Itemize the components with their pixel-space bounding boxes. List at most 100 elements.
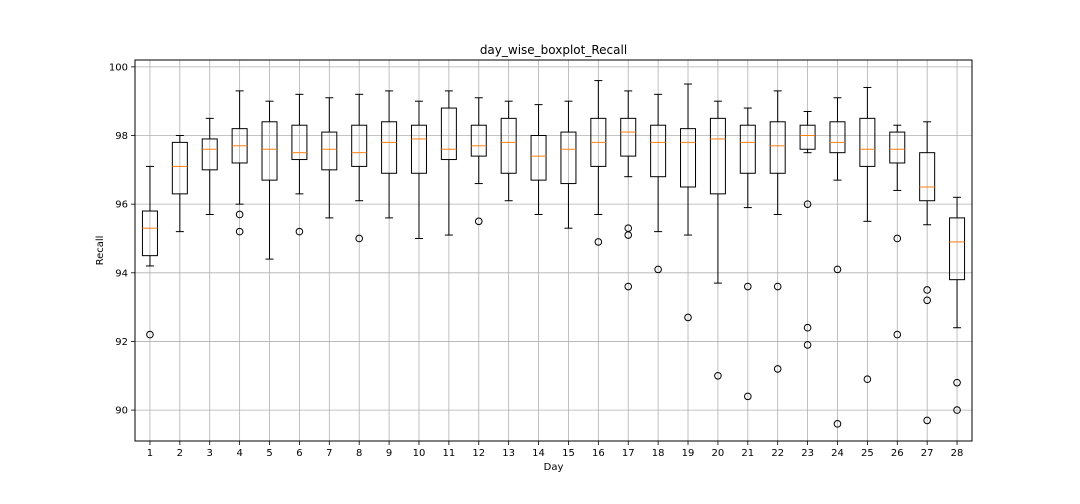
x-tick-label: 6 [296, 448, 302, 459]
x-tick-label: 9 [386, 448, 392, 459]
iqr-box [889, 131, 906, 164]
box-day-4 [231, 90, 248, 236]
outlier-point [923, 286, 931, 294]
boxes [141, 80, 966, 428]
box-day-2 [171, 135, 188, 233]
x-tick-label: 27 [921, 448, 934, 459]
iqr-box [560, 131, 577, 185]
outlier-point [923, 416, 931, 425]
iqr-box [381, 121, 398, 174]
iqr-box [141, 210, 158, 257]
box-day-11 [440, 90, 457, 236]
x-tick-label: 17 [622, 448, 635, 459]
box-day-3 [201, 117, 218, 215]
y-tick-label: 96 [115, 200, 128, 211]
box-day-7 [321, 97, 338, 219]
x-tick-label: 2 [177, 448, 183, 459]
x-tick-label: 7 [326, 448, 332, 459]
box-day-23 [799, 110, 816, 349]
x-tick-label: 4 [236, 448, 242, 459]
x-tick-label: 3 [207, 448, 213, 459]
box-day-25 [859, 86, 876, 384]
outlier-point [953, 406, 961, 414]
iqr-box [500, 117, 517, 174]
x-tick-label: 14 [532, 448, 545, 459]
iqr-box [709, 117, 726, 195]
outlier-point [654, 265, 662, 274]
outlier-point [863, 375, 872, 384]
x-tick-label: 19 [682, 448, 695, 459]
outlier-point [803, 200, 812, 208]
y-tick-label: 90 [115, 406, 128, 417]
x-tick-label: 5 [266, 448, 272, 459]
box-day-28 [949, 196, 966, 414]
x-tick-label: 25 [861, 448, 874, 459]
iqr-box [859, 117, 876, 167]
box-day-12 [470, 97, 487, 226]
outlier-point [803, 341, 812, 349]
outlier-point [833, 265, 842, 274]
box-day-14 [530, 104, 547, 215]
y-tick-label: 100 [109, 62, 128, 73]
x-axis-label: Day [544, 462, 564, 473]
box-day-5 [261, 100, 278, 260]
iqr-box [261, 121, 278, 181]
x-tick-label: 10 [413, 448, 426, 459]
box-day-26 [889, 124, 906, 339]
outlier-point [773, 282, 782, 291]
iqr-box [171, 141, 188, 195]
outlier-point [235, 227, 244, 236]
iqr-box [949, 217, 966, 281]
axis-ticks: 1 2 3 4 5 6 7 8 9 10 11 12 13 14 15 16 17 18 19 20 21 22 23 24 2… [109, 62, 964, 459]
y-tick-label: 94 [115, 268, 128, 279]
outlier-point [146, 330, 154, 339]
outlier-point [594, 238, 603, 246]
x-tick-label: 18 [652, 448, 665, 459]
box-day-27 [919, 121, 936, 425]
box-day-9 [381, 90, 398, 219]
box-day-21 [739, 107, 756, 401]
iqr-box [440, 107, 457, 161]
outlier-point [714, 371, 722, 380]
x-tick-label: 22 [771, 448, 784, 459]
iqr-box [620, 117, 637, 157]
iqr-box [321, 131, 338, 171]
x-tick-label: 23 [801, 448, 814, 459]
outlier-point [474, 217, 483, 226]
x-tick-label: 11 [443, 448, 456, 459]
iqr-box [201, 138, 218, 171]
outlier-point [773, 365, 782, 373]
box-day-8 [351, 93, 368, 243]
outlier-point [295, 227, 304, 236]
iqr-box [829, 121, 846, 154]
box-day-10 [410, 100, 427, 239]
outlier-point [893, 330, 902, 339]
iqr-box [470, 124, 487, 157]
box-day-1 [141, 165, 158, 339]
iqr-box [919, 152, 936, 202]
outlier-point [624, 231, 633, 239]
outlier-point [744, 282, 752, 291]
outlier-point [235, 210, 244, 219]
y-axis-label: Recall [95, 236, 106, 266]
iqr-box [769, 121, 786, 174]
outlier-point [803, 323, 812, 332]
box-day-24 [829, 97, 846, 428]
box-day-6 [291, 93, 308, 236]
iqr-box [680, 128, 697, 188]
x-tick-label: 1 [147, 448, 153, 459]
box-day-17 [620, 90, 637, 291]
iqr-box [291, 124, 308, 161]
box-day-13 [500, 100, 517, 202]
x-tick-label: 8 [356, 448, 362, 459]
iqr-box [351, 124, 368, 167]
box-day-15 [560, 100, 577, 229]
x-tick-label: 21 [741, 448, 754, 459]
box-day-20 [709, 100, 726, 380]
iqr-box [530, 135, 547, 181]
outlier-point [953, 378, 961, 387]
x-tick-label: 16 [592, 448, 605, 459]
y-tick-label: 92 [115, 337, 128, 348]
